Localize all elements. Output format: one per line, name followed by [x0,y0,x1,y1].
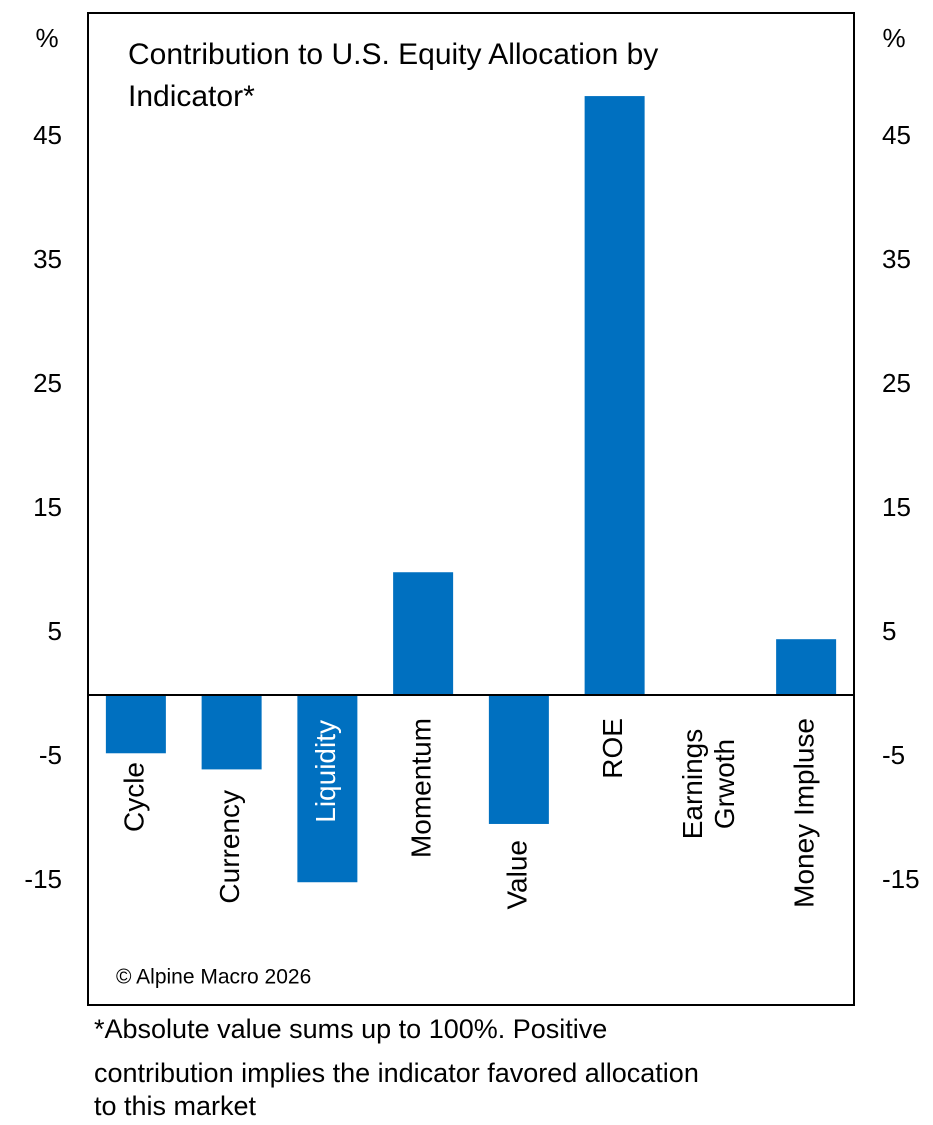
x-tick-label: Value [501,840,532,910]
x-tick-label: Liquidity [310,720,341,823]
chart-title: Indicator* [128,80,255,113]
y-axis-label: % [35,23,58,53]
y-tick-label: -15 [24,864,62,894]
bar [488,695,549,824]
source-note: © Alpine Macro 2026 [116,966,311,989]
x-tick-label: Cycle [118,762,149,832]
x-tick-label: ROE [597,718,628,779]
bar [584,96,645,695]
bar [776,639,837,695]
bar [105,695,166,754]
bar [297,695,358,883]
x-tick-label: Grwoth [709,739,740,829]
y2-tick-label: -5 [882,740,905,770]
bar [393,572,454,695]
bar [201,695,262,770]
y-tick-label: 45 [33,120,62,150]
y-tick-label: 35 [33,244,62,274]
y-tick-label: 5 [48,616,62,646]
y2-tick-label: 35 [882,244,911,274]
x-tick-label: Currency [214,790,245,904]
chart-title: Contribution to U.S. Equity Allocation b… [128,38,658,71]
y2-tick-label: 25 [882,368,911,398]
y2-tick-label: 45 [882,120,911,150]
y-tick-label: -5 [39,740,62,770]
y2-axis-label: % [882,23,905,53]
x-tick-label: Money Impluse [789,718,820,908]
y-tick-label: 15 [33,492,62,522]
x-tick-label: Momentum [406,718,437,858]
y-tick-label: 25 [33,368,62,398]
footnote: to this market [94,1091,257,1121]
plot-frame [87,12,855,1006]
footnote: contribution implies the indicator favor… [94,1058,699,1088]
y2-tick-label: 5 [882,616,896,646]
y2-tick-label: 15 [882,492,911,522]
x-tick-label: Earnings [677,729,708,840]
footnote: *Absolute value sums up to 100%. Positiv… [94,1014,607,1044]
y2-tick-label: -15 [882,864,920,894]
